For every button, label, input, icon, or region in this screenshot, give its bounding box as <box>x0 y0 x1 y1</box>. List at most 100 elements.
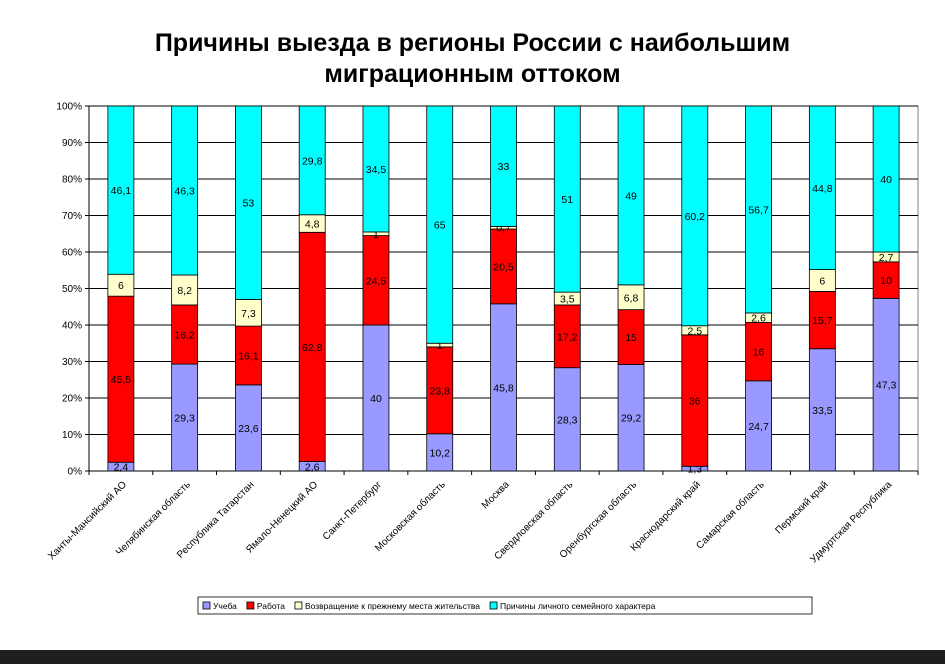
y-tick-label: 80% <box>62 175 82 186</box>
bar-segment <box>617 309 645 365</box>
legend-box <box>197 596 813 615</box>
bar-segment <box>490 228 517 305</box>
y-tick-label: 20% <box>62 394 82 405</box>
data-label: 2,4 <box>114 462 129 474</box>
legend-label: Работа <box>257 601 285 611</box>
data-label: 33,5 <box>812 405 833 417</box>
data-label: 4,8 <box>305 219 320 231</box>
y-tick-label: 40% <box>62 321 82 332</box>
data-label: 10,2 <box>430 447 451 459</box>
data-label: 3,5 <box>560 294 575 306</box>
category-label: Краснодарский край <box>629 479 703 553</box>
bar-segment <box>617 364 645 472</box>
chart-title-line-2: миграционным оттоком <box>324 60 621 88</box>
data-label: 23,6 <box>238 423 259 435</box>
bar-segment <box>171 304 199 365</box>
bar-segment <box>235 299 262 327</box>
y-tick-label: 30% <box>62 357 82 368</box>
bar-segment <box>681 105 709 327</box>
data-label: 28,3 <box>557 414 578 426</box>
category-label: Самарская область <box>694 479 767 552</box>
data-label: 20,5 <box>493 261 514 273</box>
y-tick-label: 70% <box>62 211 82 222</box>
bar-segment <box>553 367 581 472</box>
data-label: 6 <box>118 280 124 292</box>
legend-label: Возвращение к прежнему места жительства <box>305 601 480 611</box>
data-label: 6,8 <box>624 292 639 304</box>
bar-segment <box>553 105 581 293</box>
data-label: 8,2 <box>177 285 192 297</box>
bar-segment <box>872 105 900 253</box>
bar-segment <box>362 105 390 233</box>
data-label: 33 <box>498 161 510 173</box>
data-label: 15,7 <box>812 315 833 327</box>
data-label: 2,6 <box>305 461 320 473</box>
bar-segment <box>745 380 772 472</box>
data-label: 65 <box>434 220 446 232</box>
y-tick-label: 0% <box>68 467 83 478</box>
data-label: 24,5 <box>366 275 387 287</box>
chart-title: Причины выезда в регионы России с наибол… <box>0 28 945 90</box>
chart-title-line-1: Причины выезда в регионы России с наибол… <box>154 29 791 57</box>
data-label: 23,8 <box>430 385 451 397</box>
data-label: 2,5 <box>688 325 703 337</box>
bar-segment <box>872 261 900 299</box>
data-label: 36 <box>689 396 701 408</box>
bar-segment <box>107 105 135 275</box>
bar-segment <box>235 105 262 300</box>
data-label: 46,1 <box>111 185 132 197</box>
data-label: 34,5 <box>366 164 387 176</box>
data-label: 24,7 <box>748 421 769 433</box>
legend-swatch <box>246 601 255 610</box>
bar-segment <box>617 105 645 286</box>
data-label: 7,3 <box>241 308 256 320</box>
legend-label: Учеба <box>213 601 237 611</box>
bar-segment <box>171 105 199 276</box>
category-label: Пермский край <box>773 479 830 536</box>
data-label: 6 <box>819 275 825 287</box>
bar-segment <box>426 433 454 472</box>
data-label: 49 <box>625 190 637 202</box>
bar-segment <box>808 291 836 350</box>
data-label: 29,3 <box>174 413 195 425</box>
bar-segment <box>745 322 772 382</box>
data-label: 17,2 <box>557 331 578 343</box>
data-label: 16 <box>753 347 765 359</box>
y-tick-label: 10% <box>62 430 82 441</box>
bottom-border <box>0 650 945 664</box>
data-label: 56,7 <box>748 204 769 216</box>
bar-segment <box>553 304 581 369</box>
data-label: 45,5 <box>111 374 132 386</box>
bar-segment <box>490 303 517 472</box>
data-label: 40 <box>370 393 382 405</box>
y-tick-label: 60% <box>62 248 82 259</box>
y-tick-label: 90% <box>62 138 82 149</box>
bar-segment <box>362 324 390 472</box>
legend-swatch <box>202 601 211 610</box>
legend-item: Учеба <box>202 601 237 611</box>
data-label: 1 <box>437 340 443 352</box>
category-label: Санкт-Петербург <box>320 478 384 542</box>
data-label: 16,2 <box>174 329 195 341</box>
category-label: Ямало-Ненецкий АО <box>244 479 320 555</box>
bar-segment <box>681 334 709 467</box>
bar-segment <box>171 363 199 472</box>
legend-swatch <box>294 601 303 610</box>
bar-segment <box>298 105 326 216</box>
y-tick-label: 100% <box>56 102 82 113</box>
data-label: 10 <box>880 275 892 287</box>
category-label: Москва <box>480 479 512 511</box>
bar-segment <box>808 348 836 472</box>
bar-segment <box>107 295 135 463</box>
bar-segment <box>235 325 262 386</box>
data-label: 51 <box>561 194 573 206</box>
bar-segment <box>808 105 836 270</box>
data-label: 2,7 <box>879 252 894 264</box>
bar-segment <box>426 346 454 435</box>
bar-segment <box>298 231 326 462</box>
data-label: 16,1 <box>238 350 259 362</box>
legend-label: Причины личного семейного характера <box>500 601 656 611</box>
data-label: 29,8 <box>302 155 323 167</box>
data-label: 46,3 <box>174 185 195 197</box>
